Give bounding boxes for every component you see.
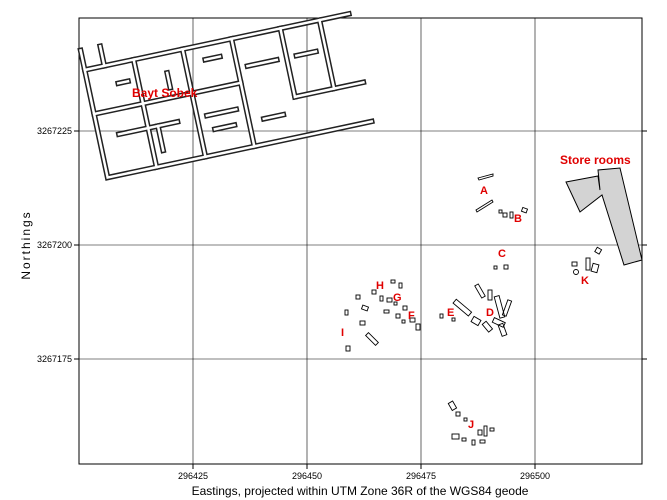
x-axis-title: Eastings, projected within UTM Zone 36R …: [192, 484, 529, 498]
label-E: E: [447, 307, 454, 319]
x-tick-label: 296475: [406, 471, 436, 481]
x-tick-label: 296425: [178, 471, 208, 481]
y-tick-label: 3267200: [37, 240, 72, 250]
x-tick-label: 296450: [292, 471, 322, 481]
bayt-sobek-walls: [77, 10, 375, 181]
tick-marks: [74, 130, 647, 469]
y-tick-label: 3267225: [37, 126, 72, 136]
label-F: F: [408, 310, 415, 322]
label-A: A: [480, 185, 488, 197]
label-bayt-sobek: Bayt Sobek: [132, 86, 198, 100]
label-store-rooms: Store rooms: [560, 153, 631, 167]
store-rooms-building: [565, 167, 643, 266]
label-J: J: [468, 419, 474, 431]
map-frame: [78, 17, 643, 465]
label-B: B: [514, 213, 522, 225]
y-tick-label: 3267175: [37, 354, 72, 364]
label-D: D: [486, 307, 494, 319]
label-C: C: [498, 248, 506, 260]
x-tick-label: 296500: [520, 471, 550, 481]
y-axis-title: Northings: [19, 210, 33, 279]
label-H: H: [376, 280, 384, 292]
trench-features: [344, 173, 603, 446]
label-G: G: [393, 292, 402, 304]
label-I: I: [341, 327, 344, 339]
label-K: K: [581, 275, 589, 287]
